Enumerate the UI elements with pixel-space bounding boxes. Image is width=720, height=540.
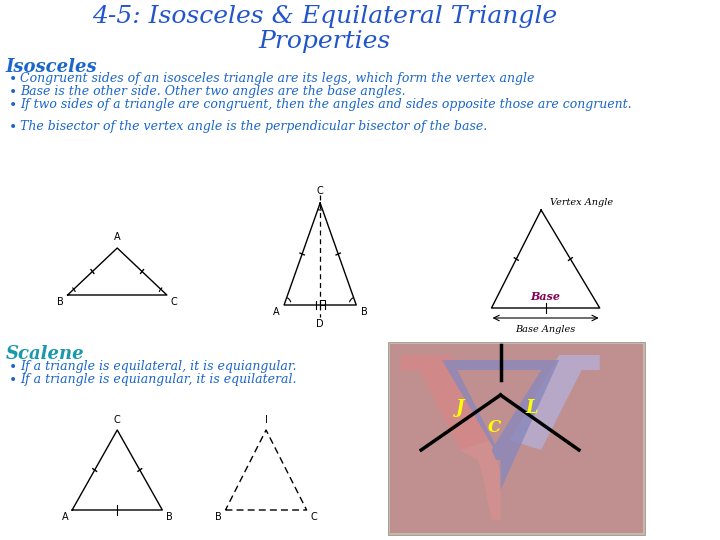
Polygon shape [401, 355, 492, 450]
Text: B: B [215, 512, 222, 522]
Text: C: C [317, 186, 323, 196]
Polygon shape [390, 344, 643, 533]
Text: The bisector of the vertex angle is the perpendicular bisector of the base.: The bisector of the vertex angle is the … [20, 120, 487, 133]
Text: Vertex Angle: Vertex Angle [550, 198, 613, 207]
Text: A: A [114, 232, 120, 242]
Text: Base Angles: Base Angles [516, 325, 576, 334]
Text: C: C [171, 297, 177, 307]
Text: •: • [9, 373, 17, 387]
Text: Properties: Properties [258, 30, 391, 53]
Text: If a triangle is equiangular, it is equilateral.: If a triangle is equiangular, it is equi… [20, 373, 297, 386]
Text: 4-5: Isosceles & Equilateral Triangle: 4-5: Isosceles & Equilateral Triangle [92, 5, 557, 28]
Text: D: D [316, 319, 324, 329]
Polygon shape [460, 440, 500, 520]
Text: •: • [9, 85, 17, 99]
Text: C: C [114, 415, 121, 425]
Text: C: C [310, 512, 317, 522]
Text: Scalene: Scalene [6, 345, 84, 363]
Text: B: B [361, 307, 367, 317]
Text: •: • [9, 98, 17, 112]
Text: L: L [526, 399, 539, 417]
Text: Isosceles: Isosceles [6, 58, 97, 76]
Text: Base: Base [531, 291, 561, 301]
Polygon shape [510, 355, 600, 450]
Text: If two sides of a triangle are congruent, then the angles and sides opposite tho: If two sides of a triangle are congruent… [20, 98, 631, 111]
Text: Base is the other side. Other two angles are the base angles.: Base is the other side. Other two angles… [20, 85, 405, 98]
Text: A: A [273, 307, 279, 317]
Text: If a triangle is equilateral, it is equiangular.: If a triangle is equilateral, it is equi… [20, 360, 297, 373]
Text: I: I [265, 415, 268, 425]
Text: •: • [9, 72, 17, 86]
Text: •: • [9, 360, 17, 374]
Text: J: J [456, 399, 464, 417]
Text: •: • [9, 120, 17, 134]
Text: C: C [487, 420, 501, 436]
Bar [388, 342, 645, 535]
Text: B: B [58, 297, 64, 307]
Text: A: A [62, 512, 68, 522]
Text: B: B [166, 512, 173, 522]
Text: Congruent sides of an isosceles triangle are its legs, which form the vertex ang: Congruent sides of an isosceles triangle… [20, 72, 534, 85]
Polygon shape [442, 360, 559, 490]
